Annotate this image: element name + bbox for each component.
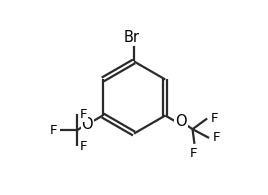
Text: F: F	[211, 112, 218, 125]
Text: O: O	[81, 117, 93, 132]
Text: F: F	[190, 147, 197, 160]
Text: F: F	[80, 140, 88, 153]
Text: F: F	[80, 108, 88, 121]
Text: F: F	[49, 124, 57, 137]
Text: F: F	[213, 131, 220, 144]
Text: O: O	[175, 114, 187, 129]
Text: Br: Br	[124, 30, 140, 45]
